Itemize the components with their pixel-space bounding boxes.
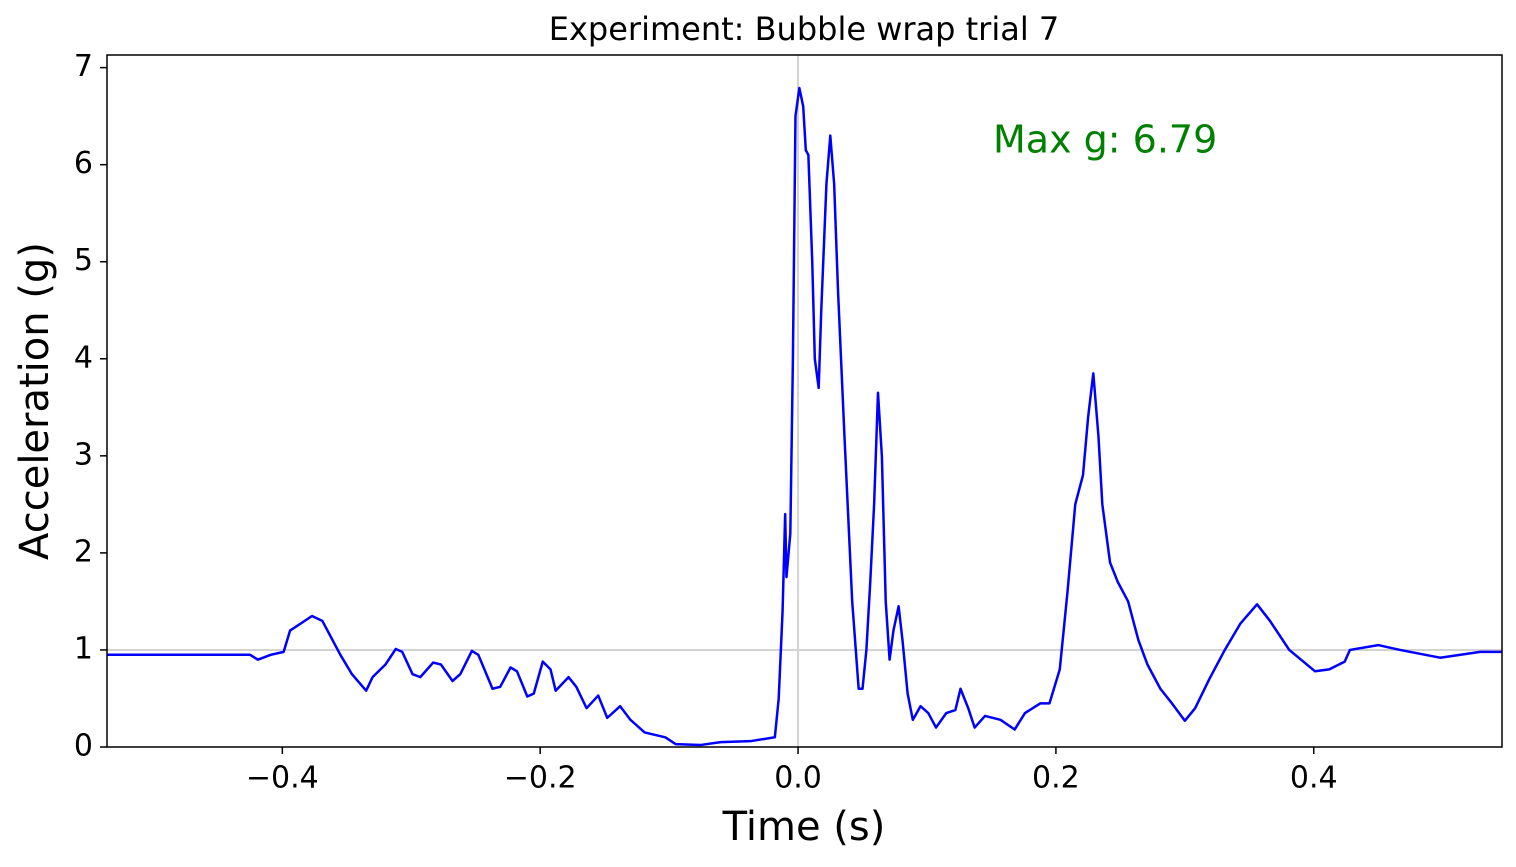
annotation: Max g: 6.79 [993, 118, 1217, 162]
plot-frame [106, 54, 1503, 748]
x-axis-label: Time (s) [722, 804, 886, 850]
x-tick-label: 0.0 [774, 761, 822, 796]
y-tick-label: 3 [74, 437, 93, 472]
y-tick-label: 7 [74, 49, 93, 84]
y-tick-label: 5 [74, 243, 93, 278]
y-tick-label: 4 [74, 340, 93, 375]
x-tick-label: −0.4 [246, 761, 319, 796]
chart-title: Experiment: Bubble wrap trial 7 [549, 10, 1060, 48]
data-line [107, 86, 1502, 747]
x-tick-label: 0.2 [1032, 761, 1080, 796]
y-tick-label: 6 [74, 146, 93, 181]
y-tick-label: 0 [74, 729, 93, 764]
y-axis-label: Acceleration (g) [12, 242, 58, 560]
x-tick-label: −0.2 [504, 761, 577, 796]
y-tick-label: 1 [74, 631, 93, 666]
x-tick-label: 0.4 [1290, 761, 1338, 796]
y-tick-label: 2 [74, 534, 93, 569]
